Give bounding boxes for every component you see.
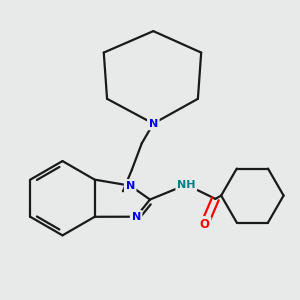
Text: O: O [200,218,209,231]
Text: N: N [126,181,135,191]
Text: NH: NH [177,180,196,190]
Text: N: N [131,212,141,222]
Text: N: N [149,118,158,129]
